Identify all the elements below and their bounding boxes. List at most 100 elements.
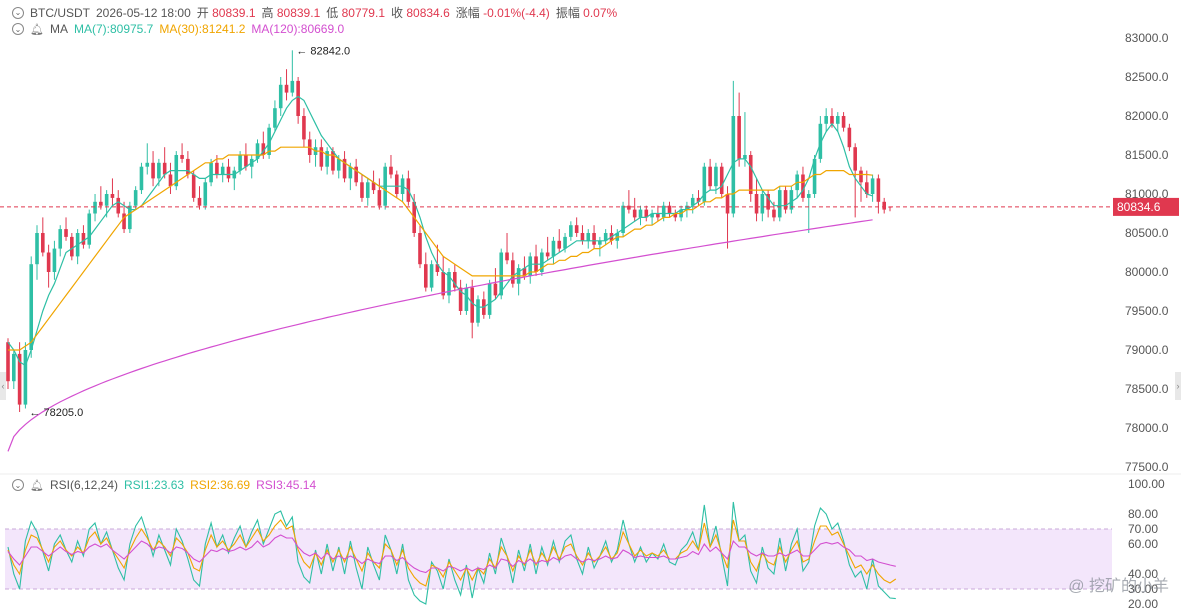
candle-body	[220, 166, 225, 175]
candle-body	[197, 197, 202, 206]
rsi-legend: ⌄ 🔔︎ RSI(6,12,24) RSI1:23.63 RSI2:36.69 …	[12, 478, 316, 492]
candle-body	[365, 182, 370, 198]
candle-body	[835, 116, 840, 124]
candle-body	[476, 299, 480, 323]
candle-body	[151, 162, 155, 179]
candle-body	[377, 190, 382, 206]
candle-body	[209, 162, 213, 183]
ma-label[interactable]: MA	[49, 22, 68, 36]
candle-body	[453, 272, 457, 288]
collapse-icon[interactable]: ⌄	[12, 6, 24, 19]
candle-body	[656, 213, 660, 218]
candle-body	[29, 264, 34, 350]
candle-body	[93, 201, 97, 214]
y-tick-label: 80500.0	[1125, 226, 1169, 240]
candle-body	[394, 174, 399, 194]
candle-body	[58, 229, 63, 249]
candle-body	[824, 116, 828, 124]
candle-body	[389, 166, 393, 175]
rsi-tick-label: 70.00	[1128, 522, 1158, 536]
y-tick-label: 79500.0	[1125, 304, 1169, 318]
candle-body	[574, 225, 579, 233]
scroll-right-handle[interactable]: ›	[1175, 372, 1181, 400]
candle-body	[627, 205, 631, 210]
symbol-label: BTC/USDT	[30, 5, 90, 20]
close-value: 80834.6	[406, 6, 450, 20]
y-tick-label: 80000.0	[1125, 265, 1169, 279]
rsi-tick-label: 40.00	[1128, 567, 1158, 581]
candle-body	[731, 116, 736, 214]
bell-icon[interactable]: 🔔︎	[30, 23, 44, 36]
candle-body	[435, 264, 440, 272]
candle-body	[186, 158, 190, 175]
scroll-left-handle[interactable]: ‹	[0, 372, 6, 400]
candle-body	[145, 162, 150, 167]
y-tick-label: 79000.0	[1125, 343, 1169, 357]
change-value: -0.01%(-4.4)	[483, 6, 550, 20]
candle-body	[458, 287, 463, 311]
candle-body	[690, 197, 695, 206]
candle-body	[551, 240, 556, 257]
candle-body	[563, 236, 567, 249]
candle-body	[284, 84, 289, 93]
ohlc-header: ⌄ BTC/USDT 2026-05-12 18:00 开 80839.1 高 …	[12, 4, 617, 21]
candle-body	[853, 147, 857, 171]
candle-body	[505, 252, 509, 261]
candle-body	[522, 268, 527, 276]
close-label: 收	[391, 6, 404, 20]
candle-body	[122, 213, 126, 230]
candle-body	[777, 190, 782, 218]
y-tick-label: 83000.0	[1125, 31, 1169, 45]
change-label: 涨幅	[455, 6, 480, 20]
candle-body	[325, 151, 329, 167]
candle-body	[354, 166, 358, 183]
candle-body	[133, 190, 138, 206]
candle-body	[870, 178, 875, 194]
candle-body	[302, 116, 306, 140]
candle-body	[586, 233, 591, 241]
rsi-label[interactable]: RSI(6,12,24)	[49, 478, 119, 492]
candle-body	[226, 166, 231, 179]
candle-body	[203, 182, 208, 206]
candle-body	[191, 174, 196, 198]
candle-body	[278, 84, 283, 109]
candle-body	[685, 205, 689, 210]
collapse-icon[interactable]: ⌄	[12, 479, 24, 491]
candle-body	[545, 252, 550, 257]
candle-body	[17, 353, 22, 405]
candle-body	[46, 252, 51, 272]
candle-body	[128, 205, 132, 230]
candle-body	[766, 194, 770, 210]
candle-body	[864, 182, 869, 194]
candle-body	[296, 80, 300, 116]
bell-icon[interactable]: 🔔︎	[30, 479, 44, 492]
low-label: 低	[326, 6, 339, 20]
candle-body	[116, 197, 121, 214]
candle-body	[806, 194, 811, 198]
candle-body	[725, 194, 730, 214]
candle-body	[157, 162, 161, 179]
rsi-tick-label: 100.00	[1128, 477, 1165, 491]
open-value: 80839.1	[212, 6, 256, 20]
candle-body	[540, 252, 544, 272]
candle-body	[719, 166, 724, 194]
datetime-label: 2026-05-12 18:00	[96, 5, 191, 20]
candle-body	[6, 342, 10, 382]
candle-body	[638, 209, 643, 218]
high-value: 80839.1	[276, 6, 321, 20]
candle-body	[841, 116, 846, 128]
collapse-icon[interactable]: ⌄	[12, 23, 24, 35]
candle-body	[290, 80, 295, 93]
y-tick-label: 82500.0	[1125, 70, 1169, 84]
candle-body	[632, 209, 637, 218]
candle-body	[447, 272, 451, 296]
candle-body	[180, 155, 184, 159]
candle-body	[789, 190, 794, 210]
candle-body	[708, 166, 712, 187]
y-tick-label: 81000.0	[1125, 187, 1169, 201]
candle-body	[418, 233, 422, 265]
candle-body	[41, 233, 45, 253]
candle-body	[603, 233, 608, 241]
rsi-line-rsi3	[7, 534, 896, 574]
